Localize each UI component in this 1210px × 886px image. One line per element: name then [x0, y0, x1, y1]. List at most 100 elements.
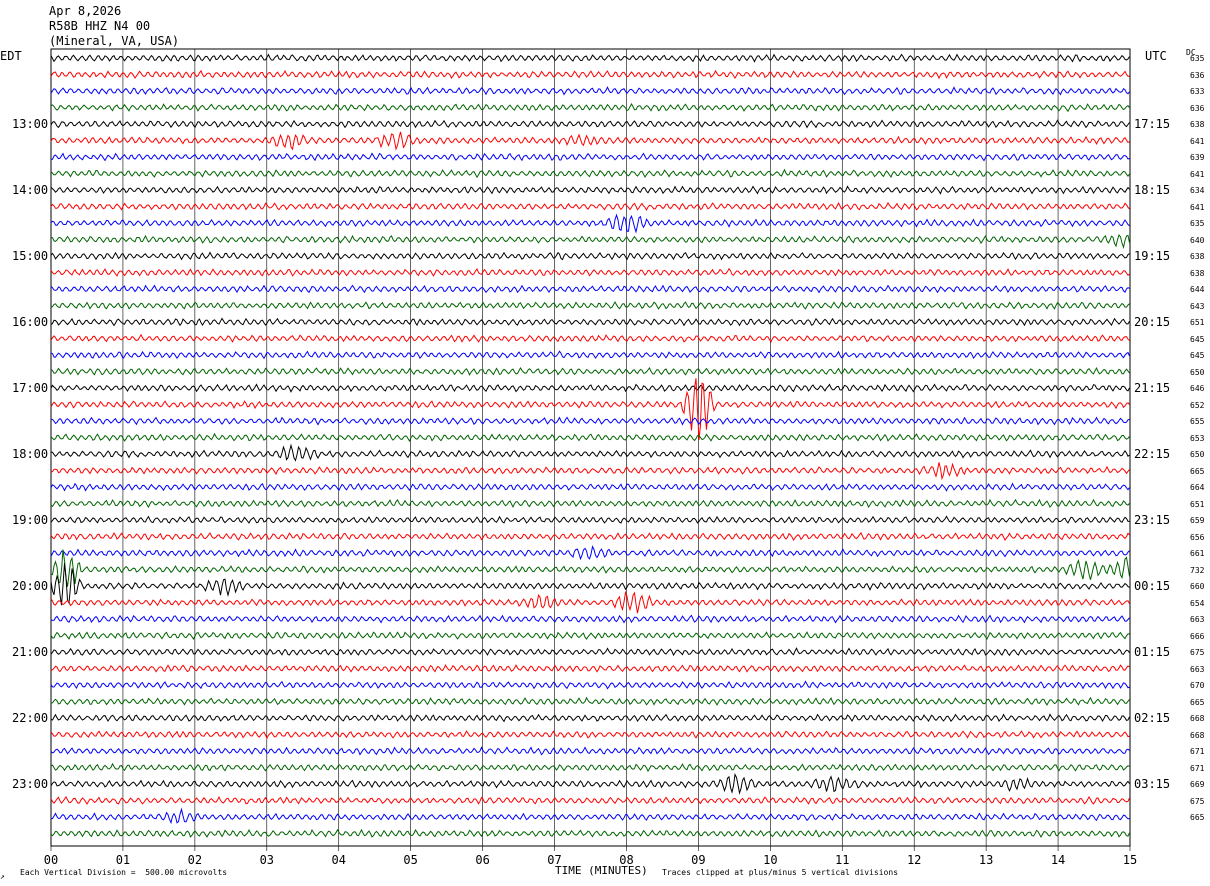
- left-hour-label: 23:00: [12, 777, 49, 791]
- dc-offset-value: 651: [1190, 318, 1205, 327]
- dc-offset-value: 646: [1190, 384, 1205, 393]
- left-hour-label: 16:00: [12, 315, 49, 329]
- dc-offset-value: 639: [1190, 153, 1205, 162]
- seismic-trace: [50, 168, 1130, 179]
- seismic-trace: [50, 185, 1130, 195]
- seismic-trace: [50, 119, 1130, 129]
- seismic-trace: [50, 563, 1130, 606]
- station-location: (Mineral, VA, USA): [49, 34, 180, 48]
- seismic-trace: [50, 531, 1130, 541]
- left-hour-label: 18:00: [12, 447, 49, 461]
- dc-offset-value: 668: [1190, 714, 1205, 723]
- dc-offset-value: 664: [1190, 483, 1205, 492]
- left-hour-label: 14:00: [12, 183, 49, 197]
- dc-offset-value: 666: [1190, 631, 1205, 641]
- dc-offset-value: 635: [1190, 219, 1205, 228]
- seismic-trace: [50, 795, 1130, 806]
- right-hour-label: 21:15: [1134, 381, 1171, 395]
- left-hour-label: 20:00: [12, 579, 49, 593]
- x-tick-label: 01: [115, 853, 131, 867]
- seismic-trace: [50, 383, 1130, 393]
- dc-offset-value: 665: [1190, 697, 1205, 707]
- seismic-trace: [50, 366, 1130, 376]
- right-timezone-label: UTC: [1145, 49, 1167, 63]
- x-axis-title: TIME (MINUTES): [555, 864, 648, 877]
- dc-offset-value: 633: [1190, 87, 1205, 96]
- dc-offset-value: 653: [1190, 433, 1205, 443]
- dc-offset-value: 650: [1190, 450, 1205, 459]
- seismic-trace: [50, 614, 1130, 624]
- x-tick-label: 04: [331, 853, 346, 867]
- seismic-trace: [50, 515, 1130, 524]
- x-tick-label: 12: [906, 853, 922, 867]
- dc-offset-value: 663: [1190, 615, 1205, 624]
- dc-offset-value: 675: [1190, 796, 1205, 806]
- seismic-trace: [50, 233, 1130, 250]
- left-hour-label: 13:00: [12, 117, 49, 131]
- right-hour-label: 22:15: [1134, 447, 1171, 461]
- left-timezone-label: EDT: [0, 49, 22, 63]
- x-tick-label: 13: [978, 853, 994, 867]
- seismic-trace: [50, 631, 1130, 640]
- dc-offset-value: 668: [1190, 730, 1205, 740]
- dc-offset-value: 650: [1190, 367, 1205, 377]
- right-hour-label: 23:15: [1134, 513, 1171, 527]
- dc-offset-value: 663: [1190, 664, 1205, 674]
- seismic-trace: [50, 713, 1130, 723]
- dc-offset-value: 638: [1190, 120, 1205, 129]
- dc-offset-value: 641: [1190, 202, 1205, 212]
- seismic-trace: [50, 69, 1130, 80]
- seismic-trace: [50, 549, 1130, 587]
- dc-offset-value: 659: [1190, 516, 1205, 525]
- seismic-trace: [50, 647, 1130, 657]
- dc-offset-value: 669: [1190, 780, 1205, 789]
- x-tick-label: 00: [43, 853, 59, 867]
- dc-offset-value: 660: [1190, 582, 1205, 591]
- seismic-trace: [50, 267, 1130, 277]
- plot-frame: [50, 48, 1131, 847]
- seismic-trace: [50, 350, 1130, 360]
- seismic-trace: [50, 251, 1130, 261]
- dc-offset-value: 634: [1190, 186, 1205, 195]
- dc-offset-value: 645: [1190, 334, 1205, 344]
- dc-offset-value: 661: [1190, 549, 1205, 558]
- seismic-trace: [50, 482, 1130, 492]
- dc-offset-value: 641: [1190, 136, 1205, 146]
- right-hour-label: 00:15: [1134, 579, 1171, 593]
- x-tick-label: 11: [835, 853, 850, 867]
- clip-note: Traces clipped at plus/minus 5 vertical …: [662, 868, 899, 877]
- seismic-trace: [50, 201, 1130, 212]
- seismic-trace: [50, 746, 1130, 756]
- x-tick-label: 15: [1122, 853, 1138, 867]
- seismic-trace: [51, 807, 1130, 825]
- dc-offset-value: 641: [1190, 169, 1205, 179]
- station-id: R58B HHZ N4 00: [49, 19, 151, 33]
- left-hour-label: 17:00: [12, 381, 49, 395]
- dc-offset-value: 665: [1190, 466, 1205, 476]
- seismic-trace: [50, 664, 1130, 673]
- seismic-trace: [50, 762, 1130, 773]
- dc-offset-value: 645: [1190, 351, 1205, 360]
- dc-offset-value: 636: [1190, 70, 1205, 80]
- x-tick-label: 07: [547, 853, 562, 867]
- seismic-trace: [50, 378, 1130, 440]
- dc-offset-value: 651: [1190, 499, 1205, 509]
- dc-offset-value: 644: [1190, 285, 1205, 294]
- seismic-trace: [50, 696, 1130, 706]
- x-tick-label: 06: [475, 853, 490, 867]
- seismic-trace: [50, 86, 1130, 96]
- seismic-trace: [50, 772, 1130, 795]
- left-hour-label: 22:00: [12, 711, 49, 725]
- dc-offset-value: 638: [1190, 268, 1205, 278]
- seismic-trace: [50, 103, 1130, 113]
- x-tick-label: 03: [259, 853, 275, 867]
- right-hour-label: 18:15: [1134, 183, 1171, 197]
- seismic-trace: [50, 590, 1130, 614]
- x-tick-label: 09: [691, 853, 706, 867]
- x-tick-label: 05: [403, 853, 418, 867]
- dc-offset-value: 670: [1190, 681, 1205, 690]
- dc-offset-value: 635: [1190, 54, 1205, 63]
- seismic-trace: [50, 300, 1130, 310]
- right-hour-label: 01:15: [1134, 645, 1171, 659]
